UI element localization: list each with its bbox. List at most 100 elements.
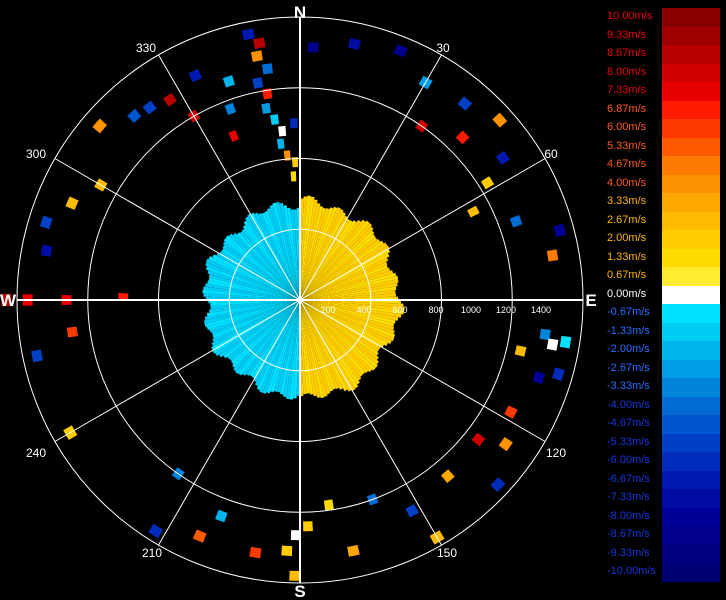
legend-swatch <box>662 489 720 508</box>
velocity-region-1-bin <box>269 205 300 300</box>
velocity-region-0-bin <box>300 300 336 390</box>
velocity-region-1-bin <box>223 300 300 359</box>
velocity-region-0-bin <box>300 236 378 300</box>
velocity-region-0-bin <box>300 206 324 300</box>
velocity-region-1-bin <box>203 300 300 324</box>
legend-swatch <box>662 211 720 230</box>
velocity-region-1-bin <box>286 300 300 400</box>
velocity-region-1-bin <box>287 207 300 300</box>
legend-label: -3.33m/s <box>607 380 650 392</box>
legend-entry: -9.33m/s <box>605 544 720 563</box>
velocity-region-1-bin <box>243 220 300 300</box>
velocity-cell-23 <box>480 176 495 190</box>
velocity-region-0-bin <box>300 300 344 390</box>
legend-swatch <box>662 322 720 341</box>
legend-entry: 9.33m/s <box>605 26 720 45</box>
velocity-region-1-bin <box>282 300 300 398</box>
legend-label: 4.67m/s <box>607 158 647 170</box>
velocity-cell-38 <box>440 469 455 484</box>
axis-labels: N E S W 30 60 120 150 210 240 300 330 20… <box>0 3 597 600</box>
legend-label: 6.00m/s <box>607 121 647 133</box>
legend-entry: 1.33m/s <box>605 248 720 267</box>
velocity-region-0-bin <box>300 300 363 377</box>
velocity-cell-64 <box>92 118 108 134</box>
velocity-region-0-bin <box>300 300 396 324</box>
legend-entry: -10.00m/s <box>605 563 720 582</box>
velocity-region-1-bin <box>239 231 300 300</box>
legend-entry: -3.33m/s <box>605 378 720 397</box>
velocity-region-1-bin <box>261 212 300 300</box>
velocity-region-1-bin <box>272 202 300 300</box>
velocity-cell-16 <box>393 44 408 58</box>
range-label-400: 400 <box>356 305 371 315</box>
velocity-region-1-bin <box>210 300 300 307</box>
velocity-region-1-bin <box>223 237 300 300</box>
legend-swatch <box>662 119 720 138</box>
velocity-region-1-bin <box>236 232 300 300</box>
velocity-region-0-bin <box>300 220 357 300</box>
legend-entry: -4.00m/s <box>605 396 720 415</box>
velocity-cell-31 <box>514 345 527 357</box>
legend-label: 10.00m/s <box>607 10 653 22</box>
velocity-region-0-bin <box>300 300 348 392</box>
velocity-cell-11 <box>289 118 298 129</box>
velocity-region-1-bin <box>256 300 300 391</box>
legend-swatch <box>662 526 720 545</box>
velocity-region-1-bin <box>264 210 300 300</box>
legend-label: 5.33m/s <box>607 139 647 152</box>
legend-swatch <box>662 470 720 489</box>
legend-label: -4.67m/s <box>607 417 650 429</box>
velocity-cell-10 <box>283 150 291 161</box>
velocity-cell-49 <box>215 509 228 523</box>
velocity-region-0-bin <box>300 300 366 375</box>
legend-swatch <box>662 26 720 45</box>
legend-label: 6.87m/s <box>607 102 647 115</box>
velocity-region-0-bin <box>300 226 374 300</box>
velocity-cell-46 <box>281 545 293 556</box>
legend-entry: 0.00m/s <box>605 285 720 304</box>
legend-swatch <box>662 100 720 119</box>
velocity-region-0-bin <box>300 242 388 300</box>
velocity-region-0-bin <box>300 293 397 300</box>
range-label-200: 200 <box>320 305 335 315</box>
velocity-region-1-bin <box>205 266 300 300</box>
velocity-cell-26 <box>553 223 566 238</box>
velocity-region-1-bin <box>283 205 300 300</box>
velocity-region-1-bin <box>212 300 300 354</box>
velocity-cell-4 <box>252 77 264 89</box>
legend-label: 2.67m/s <box>607 213 647 226</box>
velocity-region-0-bin <box>300 300 373 373</box>
velocity-region-1-bin <box>279 202 300 300</box>
legend-label: 0.67m/s <box>607 269 647 281</box>
velocity-region-0-bin <box>300 212 346 300</box>
velocity-cell-8 <box>278 125 287 137</box>
legend-entry: -8.00m/s <box>605 507 720 526</box>
velocity-region-1-bin <box>206 300 300 330</box>
velocity-cell-60 <box>40 244 53 257</box>
legend-swatch <box>662 341 720 360</box>
velocity-region-0-bin <box>300 275 399 300</box>
velocity-region-1-bin <box>204 300 300 328</box>
polar-grid <box>16 16 584 584</box>
legend-swatch <box>662 63 720 82</box>
velocity-region-0-bin <box>300 300 388 346</box>
velocity-region-0-bin <box>300 300 325 399</box>
velocity-region-1-bin <box>209 300 300 333</box>
legend-swatch <box>662 507 720 526</box>
legend-swatch <box>662 45 720 64</box>
legend-label: -6.00m/s <box>607 454 650 466</box>
velocity-region-1-bin <box>270 300 300 393</box>
velocity-region-0-bin <box>300 220 353 300</box>
velocity-region-1-bin <box>233 300 300 372</box>
velocity-cell-33 <box>532 371 546 385</box>
velocity-cell-35 <box>498 436 513 452</box>
range-label-1000: 1000 <box>461 305 481 315</box>
legend-swatch <box>662 174 720 193</box>
velocity-region-0-bin <box>300 279 399 300</box>
legend-label: 0.00m/s <box>607 287 647 300</box>
velocity-region-0-bin <box>300 267 390 300</box>
legend-entry: 10.00m/s <box>605 8 720 27</box>
velocity-region-1-bin <box>249 300 300 377</box>
velocity-region-0-bin <box>300 300 395 331</box>
velocity-region-1-bin <box>238 300 300 376</box>
